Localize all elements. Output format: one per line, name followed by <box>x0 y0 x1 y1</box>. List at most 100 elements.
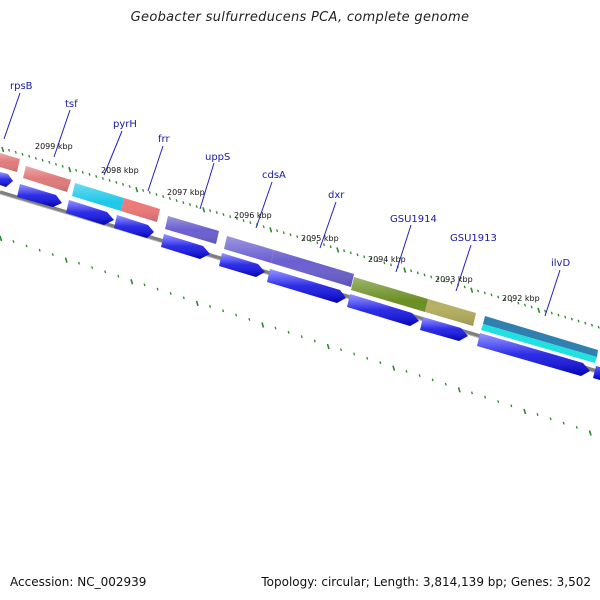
tick-mark <box>101 176 104 180</box>
tick-mark <box>235 313 238 317</box>
gene-label-pyrH[interactable]: pyrH <box>113 119 137 130</box>
tick-mark <box>497 400 500 403</box>
tick-mark <box>68 166 72 173</box>
feature-ilvD-cds[interactable] <box>481 324 597 363</box>
tick-mark <box>490 293 493 297</box>
tick-mark <box>25 244 28 248</box>
tick-mark <box>300 335 303 339</box>
tick-mark <box>182 296 185 300</box>
tick-mark <box>536 413 539 416</box>
tick-mark <box>91 266 94 269</box>
tick-mark <box>38 248 41 252</box>
tick-mark <box>416 271 419 275</box>
tick-mark <box>497 295 500 299</box>
gene-label-GSU1913[interactable]: GSU1913 <box>450 233 497 244</box>
tick-mark <box>61 164 64 168</box>
tick-mark <box>242 219 245 223</box>
tick-mark <box>135 186 139 193</box>
tick-mark <box>148 191 151 194</box>
tick-mark <box>21 152 24 156</box>
tick-mark <box>564 315 567 319</box>
tick-mark <box>142 189 145 192</box>
tick-mark <box>208 304 212 308</box>
cds-arrow[interactable] <box>593 366 600 380</box>
tick-mark <box>262 225 265 229</box>
tick-mark <box>28 154 31 158</box>
tick-mark <box>1 146 5 153</box>
gene-label-ilvD[interactable]: ilvD <box>551 258 570 269</box>
tick-mark <box>584 321 587 325</box>
tick-mark <box>128 184 131 188</box>
inner-tick-ring <box>0 235 592 436</box>
tick-mark <box>313 339 316 343</box>
tick-mark <box>175 199 178 202</box>
gene-label-frr[interactable]: frr <box>158 134 170 145</box>
tick-mark <box>597 325 600 329</box>
accession-text: Accession: NC_002939 <box>10 575 147 589</box>
tick-mark <box>590 323 594 327</box>
tick-mark <box>383 261 386 265</box>
tick-mark <box>549 417 552 421</box>
tick-mark <box>104 270 107 274</box>
tick-mark <box>537 307 541 314</box>
tick-mark <box>302 237 305 241</box>
tick-mark <box>403 267 407 273</box>
tick-mark <box>121 182 125 186</box>
tick-mark <box>115 180 118 184</box>
gene-label-cdsA[interactable]: cdsA <box>262 170 286 181</box>
tick-mark <box>405 369 408 373</box>
tick-mark <box>64 257 68 263</box>
outer-tick-ring <box>1 146 600 329</box>
tick-mark <box>276 229 279 233</box>
tick-mark <box>168 197 171 200</box>
tick-mark <box>169 292 172 295</box>
tick-mark <box>322 243 326 247</box>
tick-mark <box>570 317 573 321</box>
tick-mark <box>562 421 565 425</box>
label-leaders <box>3 92 561 317</box>
tick-mark <box>470 391 474 395</box>
tick-mark <box>336 247 340 253</box>
tick-mark <box>202 207 206 213</box>
tick-mark <box>41 158 44 162</box>
kbp-label: 2094 kbp <box>368 255 406 264</box>
tick-mark <box>339 348 343 352</box>
tick-mark <box>483 291 486 295</box>
tick-mark <box>443 279 446 283</box>
tick-mark <box>544 309 547 313</box>
tick-mark <box>75 168 78 172</box>
gene-label-uppS[interactable]: uppS <box>205 152 230 163</box>
kbp-label: 2099 kbp <box>35 142 73 151</box>
kbp-label: 2097 kbp <box>167 188 205 197</box>
kbp-label: 2092 kbp <box>502 294 540 303</box>
kbp-label: 2095 kbp <box>301 234 339 243</box>
tick-mark <box>369 257 372 261</box>
tick-mark <box>510 404 513 408</box>
tick-mark <box>222 309 225 313</box>
cds-track <box>0 172 600 380</box>
tick-mark <box>182 201 185 204</box>
tick-mark <box>356 253 359 257</box>
tick-mark <box>88 172 91 176</box>
gene-label-rpsB[interactable]: rpsB <box>10 81 33 92</box>
tick-mark <box>376 259 379 263</box>
tick-mark <box>155 193 158 196</box>
tick-mark <box>14 150 17 154</box>
tick-mark <box>8 148 11 152</box>
gene-label-GSU1914[interactable]: GSU1914 <box>390 214 437 225</box>
tick-mark <box>34 156 37 160</box>
tick-mark <box>282 231 285 235</box>
tick-mark <box>431 378 434 382</box>
feature-ilvD[interactable] <box>483 316 598 357</box>
tick-mark <box>81 170 84 174</box>
tick-mark <box>457 387 461 393</box>
gene-label-dxr[interactable]: dxr <box>328 190 345 201</box>
tick-mark <box>249 221 252 225</box>
tick-mark <box>343 249 346 253</box>
tick-mark <box>309 239 312 243</box>
tick-mark <box>477 289 480 293</box>
gene-label-tsf[interactable]: tsf <box>65 99 78 110</box>
feature-track <box>0 153 598 363</box>
tick-mark <box>261 322 265 328</box>
